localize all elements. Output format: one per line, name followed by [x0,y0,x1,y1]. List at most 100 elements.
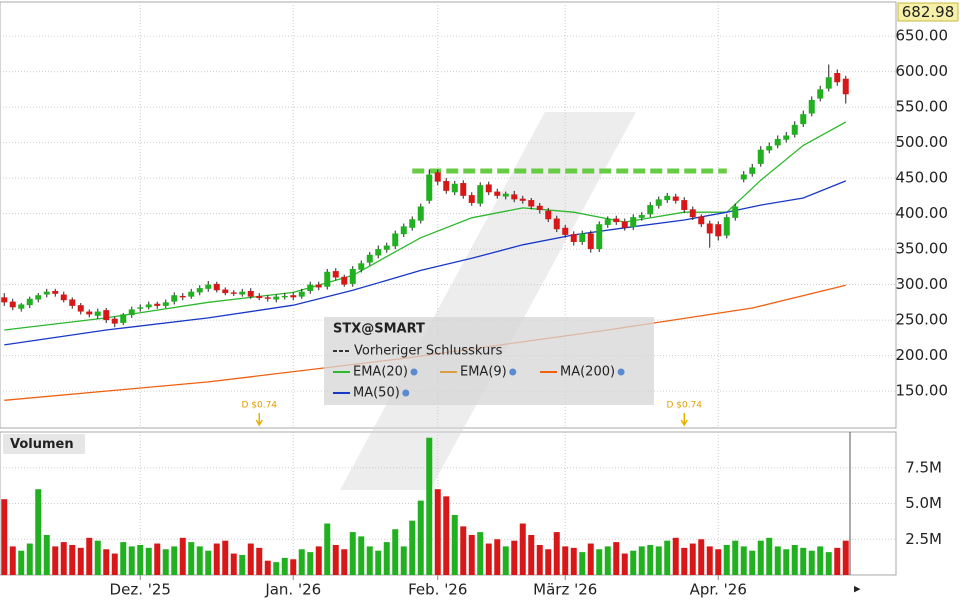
candle-body [154,303,161,306]
candle-body [375,249,382,256]
candle-body [587,233,594,250]
candle-body [196,288,203,293]
candle-body [715,224,722,237]
volume-bar [94,540,101,575]
candle-body [1,297,8,303]
y-tick-label: 5.0M [905,494,942,512]
candle-body [485,184,492,193]
volume-bar [69,544,76,575]
volume-bar [655,546,662,575]
candle-body [9,301,16,308]
volume-bar [52,546,59,575]
candle-body [162,302,169,306]
candle-body [689,209,696,218]
volume-bar [723,544,730,575]
volume-bar [35,489,42,575]
candle-body [528,200,535,207]
volume-bar [188,542,195,575]
volume-bar [137,544,144,575]
legend-settings-icon[interactable] [410,368,418,376]
volume-bar [443,496,450,575]
candle-body [179,295,186,298]
volume-bar [808,550,815,575]
candle-body [774,139,781,146]
candle-body [655,199,662,206]
legend-label: MA(200) [560,365,615,380]
volume-bar [774,546,781,575]
candle-body [18,304,25,309]
volume-bar [740,546,747,575]
indicator-line [4,180,847,346]
x-tick-label: März '26 [533,581,597,599]
legend-settings-icon[interactable] [617,368,625,376]
candle-body [468,195,475,203]
volume-bar [800,547,807,575]
candle-body [749,167,756,174]
candle-body [647,205,654,215]
candle-body [596,224,603,250]
candle-body [315,284,322,288]
x-tick-label: Feb. '26 [408,581,467,599]
volume-title: Volumen [10,437,74,452]
candle-body [825,77,832,89]
volume-bar [86,537,93,575]
volume-bar [26,543,33,575]
candle-body [137,307,144,309]
candle-body [613,218,620,223]
candle-body [273,296,280,300]
volume-bar [604,546,611,575]
dividend-label: D $0.74 [241,401,277,411]
volume-bar [689,543,696,575]
candle-body [502,193,509,197]
volume-bar [570,547,577,575]
y-tick-label: 500.00 [896,133,949,151]
candle-body [222,289,229,294]
volume-bar [732,540,739,575]
volume-bar [621,553,628,575]
scroll-icon[interactable]: ▸ [854,582,861,597]
volume-bar [18,550,25,575]
volume-bar [749,550,756,575]
volume-bar [477,532,484,575]
y-tick-label: 600.00 [896,62,949,80]
candle-body [545,210,552,220]
candle-body [681,200,688,211]
candle-body [638,215,645,218]
candle-body [60,294,67,301]
volume-bar [230,553,237,575]
candle-body [494,191,501,196]
candle-body [732,206,739,218]
candle-body [341,276,348,285]
volume-bar [239,554,246,575]
candle-body [511,194,518,200]
volume-bar [392,529,399,575]
candle-body [451,183,458,193]
candle-body [43,291,50,295]
volume-bar [9,546,16,575]
candle-body [443,180,450,191]
y-tick-label: 300.00 [896,275,949,293]
candle-body [723,217,730,236]
volume-bar [553,532,560,575]
volume-bar [791,544,798,575]
candle-body [239,291,246,295]
candle-body [706,223,713,234]
candle-body [621,221,628,228]
candle-body [349,268,356,284]
candle-body [383,245,390,250]
candle-body [264,297,271,299]
volume-bar [162,549,169,575]
candle-body [26,298,33,306]
candle-body [766,146,773,151]
volume-bar [128,546,135,575]
volume-bar [111,553,118,575]
volume-bar [842,540,849,575]
candle-body [664,195,671,201]
legend-settings-icon[interactable] [509,368,517,376]
candle-body [171,295,178,302]
volume-bar [519,523,526,575]
volume-bar [825,552,832,575]
candle-body [808,99,815,114]
legend-settings-icon[interactable] [402,389,410,397]
